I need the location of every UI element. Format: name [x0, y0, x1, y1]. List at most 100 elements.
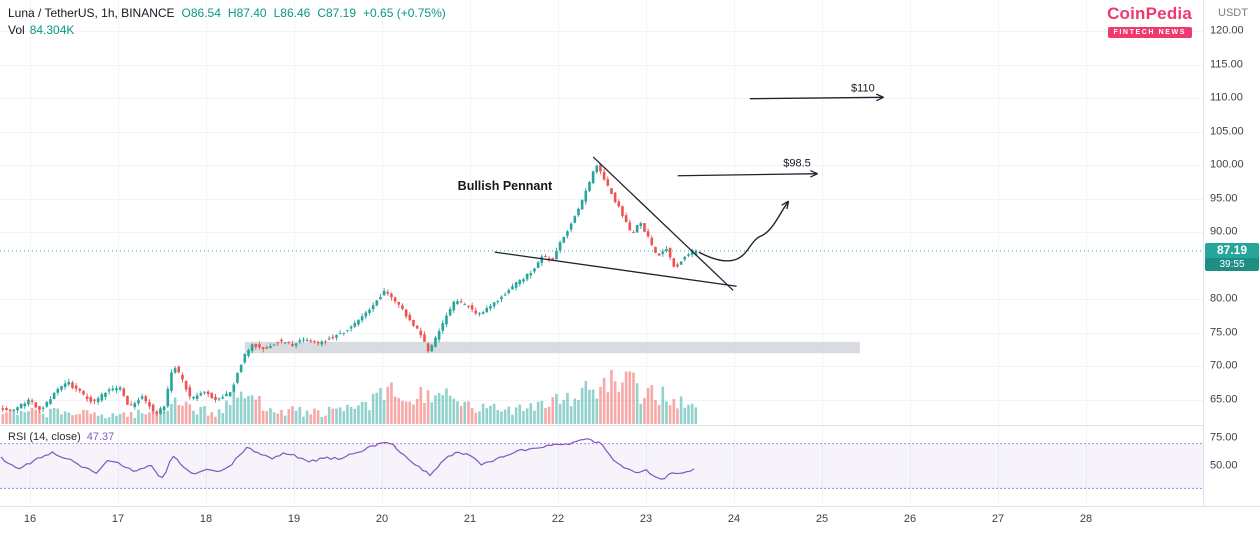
rsi-band-fill [0, 443, 1203, 489]
volume-bar [434, 395, 437, 424]
volume-bar [232, 389, 236, 424]
candle-body [49, 399, 52, 404]
volume-bar [676, 408, 679, 424]
volume-bar [679, 396, 683, 424]
volume-bar [610, 369, 613, 424]
volume-bar [49, 408, 52, 424]
candle-body [584, 190, 588, 202]
volume-bar [258, 395, 261, 424]
candle-body [525, 273, 529, 280]
target-arrow-line[interactable] [749, 96, 884, 100]
candle-body [56, 388, 60, 393]
time-axis[interactable]: 16 17 18 19 20 21 22 23 24 25 26 27 28 [0, 506, 1260, 534]
candle-body [635, 225, 639, 233]
candle-body [162, 406, 166, 411]
volume-label: Vol [8, 23, 25, 37]
pane-separator[interactable] [0, 425, 1260, 426]
price-chart-canvas[interactable]: $110 $98.5 Bullish Pennant [0, 0, 1203, 506]
candle-body [294, 343, 298, 346]
candle-body [126, 395, 129, 405]
volume-bar [489, 405, 492, 424]
breakout-arrow-curve[interactable] [698, 200, 790, 262]
volume-bar [514, 407, 518, 424]
volume-bar [654, 399, 657, 424]
candle-body [536, 262, 540, 268]
volume-bar [338, 407, 342, 424]
volume-bar [683, 407, 687, 424]
volume-bar [694, 407, 698, 424]
volume-bar [210, 412, 214, 424]
symbol-title[interactable]: Luna / TetherUS, 1h, BINANCE [8, 6, 175, 20]
candle-body [27, 399, 30, 405]
rsi-indicator-legend[interactable]: RSI (14, close) 47.37 [8, 431, 114, 443]
ohlc-close: C87.19 [317, 6, 357, 20]
volume-bar [162, 411, 166, 424]
candle-body [371, 305, 375, 310]
candle-body [514, 282, 518, 288]
candle-body [305, 340, 309, 342]
candle-body [67, 381, 71, 385]
candle-body [628, 222, 632, 231]
volume-bar [23, 412, 27, 424]
arrow-head [781, 200, 789, 206]
volume-bar [217, 409, 221, 424]
volume-bar [481, 403, 485, 424]
coinpedia-logo: CoinPedia FINTECH NEWS [1107, 5, 1192, 38]
volume-bar [522, 411, 525, 424]
price-tick-label: 95.00 [1210, 192, 1238, 204]
candle-body [496, 301, 500, 303]
volume-bar [375, 392, 379, 424]
volume-legend: Vol 84.304K [8, 23, 74, 37]
volume-bar [346, 404, 349, 424]
candle-body [324, 341, 327, 343]
price-tick-label: 110.00 [1210, 91, 1243, 104]
time-tick-label: 24 [727, 513, 741, 525]
volume-bar [602, 377, 606, 424]
candle-body [401, 305, 404, 310]
volume-bar [507, 406, 511, 424]
volume-bar [467, 401, 470, 424]
volume-bar [364, 402, 368, 424]
volume-bar [243, 398, 247, 424]
volume-bar [419, 386, 423, 424]
volume-bar [529, 403, 533, 424]
volume-bar [478, 411, 481, 424]
volume-bar [195, 414, 199, 424]
candle-body [34, 402, 38, 408]
volume-bar [646, 387, 650, 424]
volume-bar [316, 410, 320, 424]
ohlc-open: O86.54 [181, 6, 221, 20]
volume-bar [60, 414, 63, 424]
candle-body [606, 179, 610, 186]
grid [0, 0, 1203, 505]
trend-line[interactable] [494, 251, 737, 287]
trend-line[interactable] [592, 156, 734, 291]
volume-bar [584, 381, 588, 424]
volume-series [1, 369, 698, 424]
target-price-label: $98.5 [783, 157, 811, 169]
candle-body [580, 199, 584, 210]
candle-body [591, 171, 595, 184]
candle-body [96, 398, 100, 403]
candle-body [338, 333, 342, 335]
time-tick-label: 19 [287, 513, 301, 525]
volume-bar [357, 405, 360, 424]
price-axis[interactable]: USDT 120.00 115.00 110.00 105.00 100.00 95.00… [1203, 0, 1260, 534]
candlestick-series [1, 163, 698, 417]
candle-body [511, 286, 514, 290]
volume-bar [635, 383, 639, 424]
candle-body [82, 391, 85, 395]
ohlc-low: L86.46 [273, 6, 311, 20]
candle-body [140, 396, 144, 399]
volume-bar [221, 413, 225, 424]
volume-bar [353, 408, 357, 424]
candle-body [247, 349, 250, 356]
annotations: $110 $98.5 Bullish Pennant [458, 82, 884, 291]
target-arrow-line[interactable] [677, 173, 818, 177]
volume-bar [140, 413, 144, 424]
candle-body [184, 380, 188, 390]
candle-body [430, 345, 434, 352]
arrow-head [876, 93, 884, 98]
volume-bar [126, 416, 129, 424]
time-tick-label: 21 [463, 513, 477, 525]
